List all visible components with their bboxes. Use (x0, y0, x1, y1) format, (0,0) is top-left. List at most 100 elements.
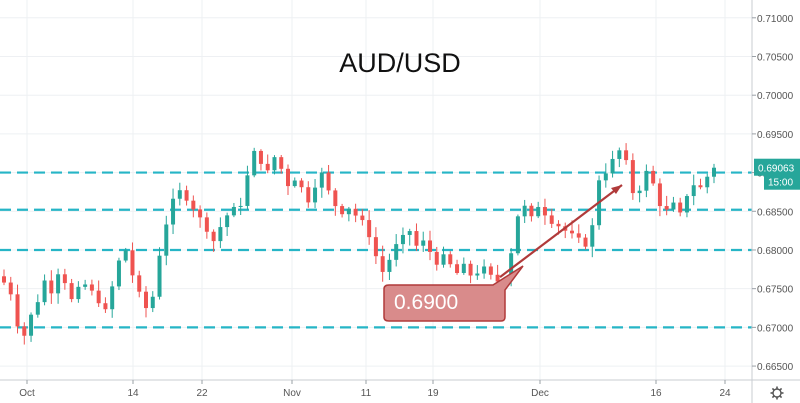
candle-body (657, 183, 662, 207)
candle-body (171, 198, 176, 225)
candle-body (286, 168, 290, 187)
candle-body (488, 266, 493, 275)
candle-body (130, 250, 135, 276)
candle-body (482, 266, 487, 274)
candle-body (455, 264, 460, 274)
candle-body (76, 286, 81, 300)
gear-icon-tooth (771, 387, 775, 391)
candle-body (542, 207, 547, 216)
candle-body (29, 314, 34, 336)
candle-body (89, 284, 94, 291)
candle-body (400, 234, 405, 245)
candle-body (333, 190, 338, 207)
candle-body (306, 187, 311, 203)
candle-body (414, 231, 419, 246)
candle-body (231, 206, 236, 216)
gear-icon-tooth (771, 395, 775, 399)
candle-body (407, 231, 412, 235)
gear-icon-tooth (779, 387, 783, 391)
candle-body (360, 215, 365, 221)
candle-body (2, 276, 6, 283)
price-tick-label: 0.70500 (757, 52, 794, 63)
candle-body (184, 190, 189, 201)
candle-body (590, 225, 595, 247)
candle-body (116, 260, 121, 287)
candle-body (603, 173, 608, 181)
candle-body (630, 160, 635, 194)
candle-body (346, 208, 351, 215)
candle-body (353, 208, 358, 216)
candle-body (299, 180, 304, 188)
candle-body (367, 220, 372, 238)
time-tick-label: 16 (650, 388, 662, 399)
countdown-tag (764, 174, 800, 190)
candle-body (103, 303, 108, 310)
gear-icon-tooth (779, 395, 783, 399)
candle-body (272, 157, 277, 171)
candle-body (252, 150, 257, 176)
candle-body (394, 244, 399, 260)
candle-body (340, 206, 345, 215)
candle-body (509, 253, 514, 280)
candle-body (576, 233, 581, 238)
candle-body (515, 216, 520, 254)
candle-body (211, 231, 216, 242)
candle-body (684, 196, 689, 213)
candle-body (204, 217, 209, 232)
candle-body (191, 200, 196, 210)
candle-body (164, 224, 169, 256)
trend-line (499, 184, 623, 278)
price-tick-label: 0.67500 (757, 285, 794, 296)
candle-body (258, 150, 263, 164)
candle-body (373, 237, 378, 257)
candle-body (461, 263, 466, 274)
candle-body (644, 170, 649, 191)
time-tick-label: Nov (283, 388, 301, 399)
candle-body (380, 256, 385, 272)
candle-body (468, 263, 473, 276)
candle-body (387, 259, 392, 272)
candle-body (671, 202, 676, 210)
candle-body (177, 190, 182, 199)
candle-body (35, 302, 40, 315)
candle-body (150, 296, 155, 309)
candle-body (56, 274, 61, 294)
candle-body (495, 274, 500, 282)
candle-body (637, 190, 642, 194)
gear-icon[interactable] (770, 386, 784, 400)
time-tick-label: 19 (427, 388, 439, 399)
candle-body (319, 172, 324, 188)
time-tick-label: Dec (531, 388, 549, 399)
time-tick-label: 14 (127, 388, 139, 399)
candle-body (448, 254, 453, 265)
candle-body (83, 284, 88, 287)
candle-body (144, 291, 148, 309)
price-tick-label: 0.67000 (757, 323, 794, 334)
candle-body (265, 163, 270, 171)
candle-body (570, 230, 574, 234)
candle-body (238, 205, 243, 207)
candle-body (110, 286, 115, 310)
candle-body (691, 185, 696, 197)
trend-arrow-head (611, 184, 622, 194)
candle-body (698, 185, 703, 188)
candle-body (96, 290, 101, 304)
candle-body (536, 207, 541, 217)
candle-body (225, 215, 230, 228)
candle-body (157, 255, 162, 297)
candle-body (664, 206, 669, 210)
candle-body (292, 180, 297, 187)
candle-body (49, 280, 54, 294)
candle-body (326, 172, 331, 191)
candle-body (624, 150, 629, 161)
candle-body (421, 240, 426, 246)
candle-body (522, 205, 527, 217)
price-tick-label: 0.71000 (757, 14, 794, 25)
gear-icon-ring (772, 388, 782, 398)
candle-body (556, 223, 561, 227)
candle-body (428, 240, 432, 252)
candle-body (198, 209, 203, 218)
current-price-tag (754, 158, 800, 176)
candle-body (617, 150, 622, 159)
